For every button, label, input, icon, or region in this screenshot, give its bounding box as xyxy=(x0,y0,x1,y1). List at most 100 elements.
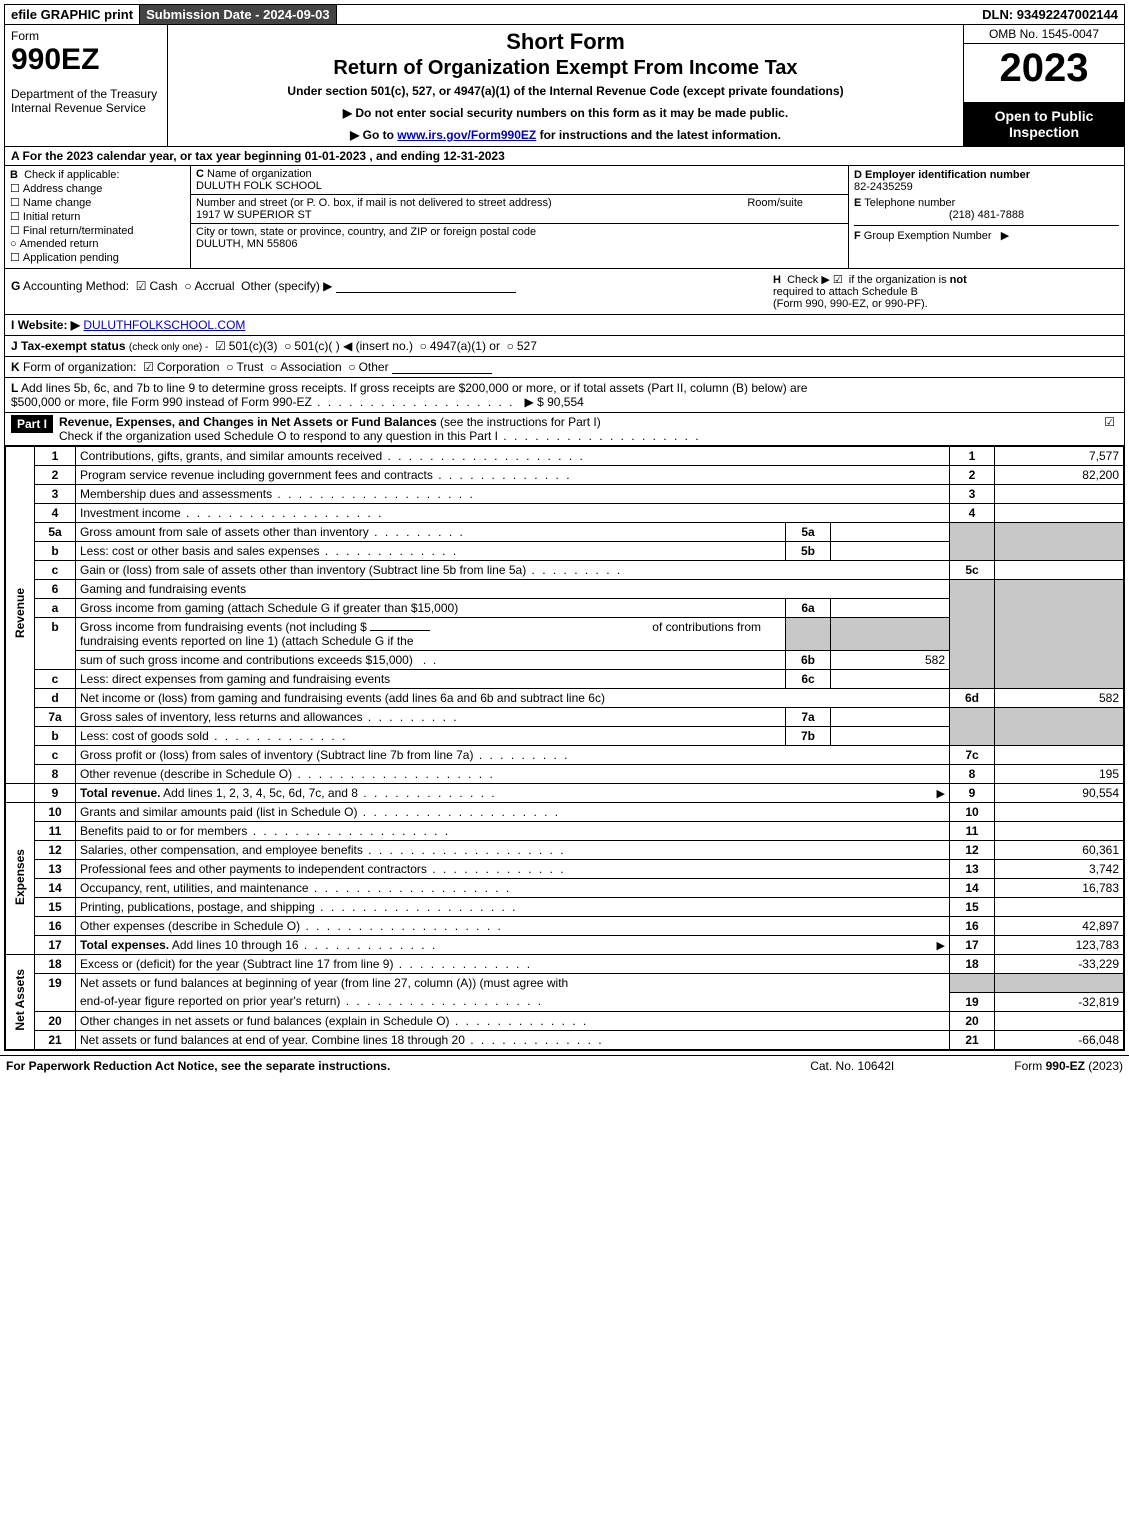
dept-line1: Department of the Treasury xyxy=(11,87,161,101)
chk-501c3[interactable]: 501(c)(3) xyxy=(215,339,277,353)
ein-value: 82-2435259 xyxy=(854,181,913,193)
val-2: 82,200 xyxy=(995,466,1124,485)
org-name: DULUTH FOLK SCHOOL xyxy=(196,180,322,192)
chk-initial-return[interactable]: Initial return xyxy=(10,210,185,223)
val-16: 42,897 xyxy=(995,917,1124,936)
chk-assoc[interactable]: Association xyxy=(270,360,342,374)
header-center: Short Form Return of Organization Exempt… xyxy=(168,25,963,146)
val-6c xyxy=(831,670,950,689)
section-c: C Name of organization DULUTH FOLK SCHOO… xyxy=(191,166,848,268)
expenses-side: Expenses xyxy=(6,803,35,955)
group-arrow: ▶ xyxy=(1001,230,1009,242)
l-value: 90,554 xyxy=(547,395,584,409)
l-label: L xyxy=(11,381,18,395)
h-text1: Check ▶ xyxy=(787,274,830,286)
chk-501c[interactable]: 501(c)( ) ◀ (insert no.) xyxy=(284,339,413,353)
table-row: 5a Gross amount from sale of assets othe… xyxy=(6,523,1124,542)
section-h: H Check ▶ if the organization is not req… xyxy=(767,269,1124,314)
part1-title: Revenue, Expenses, and Changes in Net As… xyxy=(59,415,437,429)
footer-right: Form 990-EZ (2023) xyxy=(1014,1059,1123,1073)
chk-app-pending[interactable]: Application pending xyxy=(10,251,185,264)
val-5c xyxy=(995,561,1124,580)
other-org-blank[interactable] xyxy=(392,361,492,374)
chk-trust[interactable]: Trust xyxy=(226,360,263,374)
website-link[interactable]: DULUTHFOLKSCHOOL.COM xyxy=(83,318,245,332)
submission-date: Submission Date - 2024-09-03 xyxy=(140,5,337,24)
c-label: C xyxy=(196,168,204,180)
c-city-lbl: City or town, state or province, country… xyxy=(196,226,536,238)
chk-accrual[interactable]: Accrual xyxy=(184,279,234,293)
other-blank[interactable] xyxy=(336,280,516,293)
chk-4947[interactable]: 4947(a)(1) or xyxy=(420,339,500,353)
chk-address-change[interactable]: Address change xyxy=(10,182,185,195)
chk-cash[interactable]: Cash xyxy=(136,279,178,293)
footer: For Paperwork Reduction Act Notice, see … xyxy=(0,1055,1129,1076)
table-row: 8 Other revenue (describe in Schedule O)… xyxy=(6,765,1124,784)
table-row: Net Assets 18 Excess or (deficit) for th… xyxy=(6,955,1124,974)
table-row: c Gain or (loss) from sale of assets oth… xyxy=(6,561,1124,580)
val-5b xyxy=(831,542,950,561)
chk-corp[interactable]: Corporation xyxy=(143,360,219,374)
j-text: Tax-exempt status xyxy=(21,339,125,353)
note-goto-pre: ▶ Go to xyxy=(350,128,397,142)
row-j: J Tax-exempt status (check only one) - 5… xyxy=(5,336,1124,357)
table-row: 4 Investment income 4 xyxy=(6,504,1124,523)
acct-method-lbl: Accounting Method: xyxy=(23,279,129,293)
l-arrow: ▶ $ xyxy=(525,395,544,409)
val-6d: 582 xyxy=(995,689,1124,708)
org-street: 1917 W SUPERIOR ST xyxy=(196,209,312,221)
footer-catno: Cat. No. 10642I xyxy=(810,1059,894,1073)
chk-amended[interactable]: Amended return xyxy=(10,238,185,250)
h-not: not xyxy=(950,274,967,286)
chk-schedule-o[interactable] xyxy=(1104,415,1118,429)
row-l: L Add lines 5b, 6c, and 7b to line 9 to … xyxy=(5,378,1124,413)
table-row: 12 Salaries, other compensation, and emp… xyxy=(6,841,1124,860)
revenue-table: Revenue 1 Contributions, gifts, grants, … xyxy=(5,446,1124,1050)
chk-name-change[interactable]: Name change xyxy=(10,196,185,209)
table-row: Revenue 1 Contributions, gifts, grants, … xyxy=(6,447,1124,466)
f-label: F xyxy=(854,230,861,242)
org-city: DULUTH, MN 55806 xyxy=(196,238,297,250)
d-ein-sect: D Employer identification number 82-2435… xyxy=(854,169,1119,193)
i-label: I xyxy=(11,318,14,332)
note-goto-post: for instructions and the latest informat… xyxy=(536,128,781,142)
efile-label: efile GRAPHIC print xyxy=(5,5,140,24)
val-13: 3,742 xyxy=(995,860,1124,879)
chk-final-return[interactable]: Final return/terminated xyxy=(10,224,185,237)
l-text2: $500,000 or more, file Form 990 instead … xyxy=(11,395,515,409)
b-label: B xyxy=(10,169,18,181)
val-14: 16,783 xyxy=(995,879,1124,898)
h-text3: required to attach Schedule B xyxy=(773,286,918,298)
form-number: 990EZ xyxy=(11,43,161,77)
netassets-side: Net Assets xyxy=(6,955,35,1050)
val-12: 60,361 xyxy=(995,841,1124,860)
table-row: 11 Benefits paid to or for members 11 xyxy=(6,822,1124,841)
irs-link[interactable]: www.irs.gov/Form990EZ xyxy=(397,128,536,142)
row-k: K Form of organization: Corporation Trus… xyxy=(5,357,1124,378)
chk-h[interactable] xyxy=(833,274,846,286)
title-sub: Under section 501(c), 527, or 4947(a)(1)… xyxy=(176,84,955,98)
val-7a xyxy=(831,708,950,727)
part1-see: (see the instructions for Part I) xyxy=(440,415,601,429)
tel-value: (218) 481-7888 xyxy=(854,209,1119,221)
group-lbl: Group Exemption Number xyxy=(864,230,992,242)
val-8: 195 xyxy=(995,765,1124,784)
row-gh: G Accounting Method: Cash Accrual Other … xyxy=(5,269,1124,315)
row-a-text: A For the 2023 calendar year, or tax yea… xyxy=(11,149,505,163)
j-label: J xyxy=(11,339,18,353)
top-bar: efile GRAPHIC print Submission Date - 20… xyxy=(5,5,1124,25)
form-container: efile GRAPHIC print Submission Date - 20… xyxy=(4,4,1125,1051)
open-to-public: Open to Public Inspection xyxy=(964,102,1124,146)
section-def: D Employer identification number 82-2435… xyxy=(848,166,1124,268)
header-left: Form 990EZ Department of the Treasury In… xyxy=(5,25,168,146)
b-check-if: Check if applicable: xyxy=(24,169,119,181)
header-block: Form 990EZ Department of the Treasury In… xyxy=(5,25,1124,147)
other-specify: Other (specify) ▶ xyxy=(241,279,332,293)
val-6b: 582 xyxy=(831,651,950,670)
table-row: 16 Other expenses (describe in Schedule … xyxy=(6,917,1124,936)
chk-527[interactable]: 527 xyxy=(507,339,537,353)
l-text1: Add lines 5b, 6c, and 7b to line 9 to de… xyxy=(21,381,807,395)
dln-label: DLN: 93492247002144 xyxy=(976,5,1124,24)
tax-year: 2023 xyxy=(964,44,1124,102)
chk-other-org[interactable]: Other xyxy=(348,360,388,374)
